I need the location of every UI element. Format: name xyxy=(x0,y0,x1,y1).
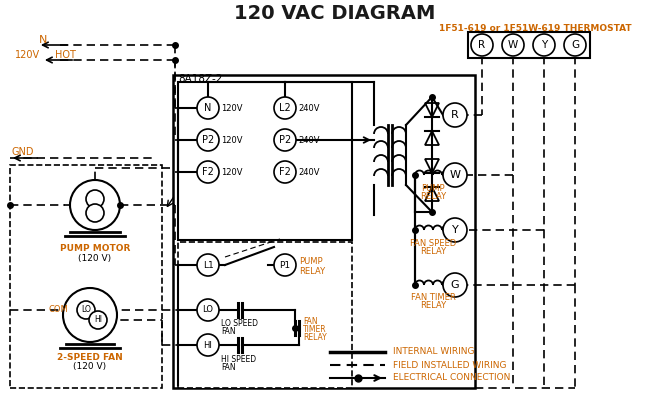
Text: FAN TIMER: FAN TIMER xyxy=(411,293,456,303)
Circle shape xyxy=(471,34,493,56)
Circle shape xyxy=(443,218,467,242)
Circle shape xyxy=(443,103,467,127)
Circle shape xyxy=(197,129,219,151)
Text: PUMP MOTOR: PUMP MOTOR xyxy=(60,243,130,253)
Bar xyxy=(10,165,162,388)
Text: P1: P1 xyxy=(279,261,291,269)
Text: Y: Y xyxy=(541,40,547,50)
Circle shape xyxy=(63,288,117,342)
Circle shape xyxy=(86,204,104,222)
Text: W: W xyxy=(450,170,460,180)
Text: 8A18Z-2: 8A18Z-2 xyxy=(178,74,222,84)
Circle shape xyxy=(564,34,586,56)
Text: TIMER: TIMER xyxy=(303,326,327,334)
Circle shape xyxy=(197,161,219,183)
Text: F2: F2 xyxy=(279,167,291,177)
Text: GND: GND xyxy=(12,147,34,157)
Text: N: N xyxy=(204,103,212,113)
Circle shape xyxy=(197,299,219,321)
Text: F2: F2 xyxy=(202,167,214,177)
Text: G: G xyxy=(571,40,579,50)
Text: PUMP: PUMP xyxy=(299,258,323,266)
Text: (120 V): (120 V) xyxy=(78,253,112,262)
Circle shape xyxy=(70,180,120,230)
Circle shape xyxy=(502,34,524,56)
Text: FAN: FAN xyxy=(221,328,236,336)
Text: COM: COM xyxy=(48,305,68,315)
Text: FAN: FAN xyxy=(303,318,318,326)
Text: RELAY: RELAY xyxy=(303,334,327,342)
Text: HOT: HOT xyxy=(55,50,76,60)
Text: RELAY: RELAY xyxy=(299,266,325,276)
Circle shape xyxy=(443,163,467,187)
Text: R: R xyxy=(478,40,486,50)
Text: 120V: 120V xyxy=(15,50,40,60)
Bar xyxy=(468,32,590,58)
Text: LO: LO xyxy=(202,305,214,315)
Bar xyxy=(178,242,352,388)
Text: FIELD INSTALLED WIRING: FIELD INSTALLED WIRING xyxy=(393,360,507,370)
Text: HI: HI xyxy=(94,316,102,324)
Text: 1F51-619 or 1F51W-619 THERMOSTAT: 1F51-619 or 1F51W-619 THERMOSTAT xyxy=(439,23,631,33)
Text: L1: L1 xyxy=(202,261,213,269)
Text: 240V: 240V xyxy=(298,135,320,145)
Text: RELAY: RELAY xyxy=(420,246,446,256)
Text: G: G xyxy=(451,280,460,290)
Text: FAN SPEED: FAN SPEED xyxy=(410,238,456,248)
Text: RELAY: RELAY xyxy=(420,302,446,310)
Text: FAN: FAN xyxy=(221,362,236,372)
Text: 120V: 120V xyxy=(221,168,243,176)
Circle shape xyxy=(197,254,219,276)
Text: L2: L2 xyxy=(279,103,291,113)
Text: LO SPEED: LO SPEED xyxy=(221,320,258,328)
Text: 120 VAC DIAGRAM: 120 VAC DIAGRAM xyxy=(234,3,436,23)
Text: Y: Y xyxy=(452,225,458,235)
Text: HI SPEED: HI SPEED xyxy=(221,354,256,364)
Text: RELAY: RELAY xyxy=(420,191,446,201)
Text: 2-SPEED FAN: 2-SPEED FAN xyxy=(57,352,123,362)
Text: INTERNAL WIRING: INTERNAL WIRING xyxy=(393,347,474,357)
Text: HI: HI xyxy=(204,341,212,349)
Circle shape xyxy=(443,273,467,297)
Circle shape xyxy=(533,34,555,56)
Text: 120V: 120V xyxy=(221,135,243,145)
Circle shape xyxy=(77,301,95,319)
Circle shape xyxy=(89,311,107,329)
Text: P2: P2 xyxy=(279,135,291,145)
Text: 240V: 240V xyxy=(298,103,320,112)
Text: (120 V): (120 V) xyxy=(74,362,107,372)
Circle shape xyxy=(274,161,296,183)
Text: N: N xyxy=(39,35,47,45)
Text: PUMP: PUMP xyxy=(421,184,445,192)
Text: R: R xyxy=(451,110,459,120)
Bar xyxy=(178,82,352,240)
Text: P2: P2 xyxy=(202,135,214,145)
Circle shape xyxy=(86,190,104,208)
Text: W: W xyxy=(508,40,518,50)
Circle shape xyxy=(274,254,296,276)
Circle shape xyxy=(274,97,296,119)
Circle shape xyxy=(274,129,296,151)
Text: 240V: 240V xyxy=(298,168,320,176)
Text: 120V: 120V xyxy=(221,103,243,112)
Text: LO: LO xyxy=(81,305,91,315)
Circle shape xyxy=(197,334,219,356)
Bar xyxy=(173,75,475,388)
Circle shape xyxy=(197,97,219,119)
Text: ELECTRICAL CONNECTION: ELECTRICAL CONNECTION xyxy=(393,373,511,383)
